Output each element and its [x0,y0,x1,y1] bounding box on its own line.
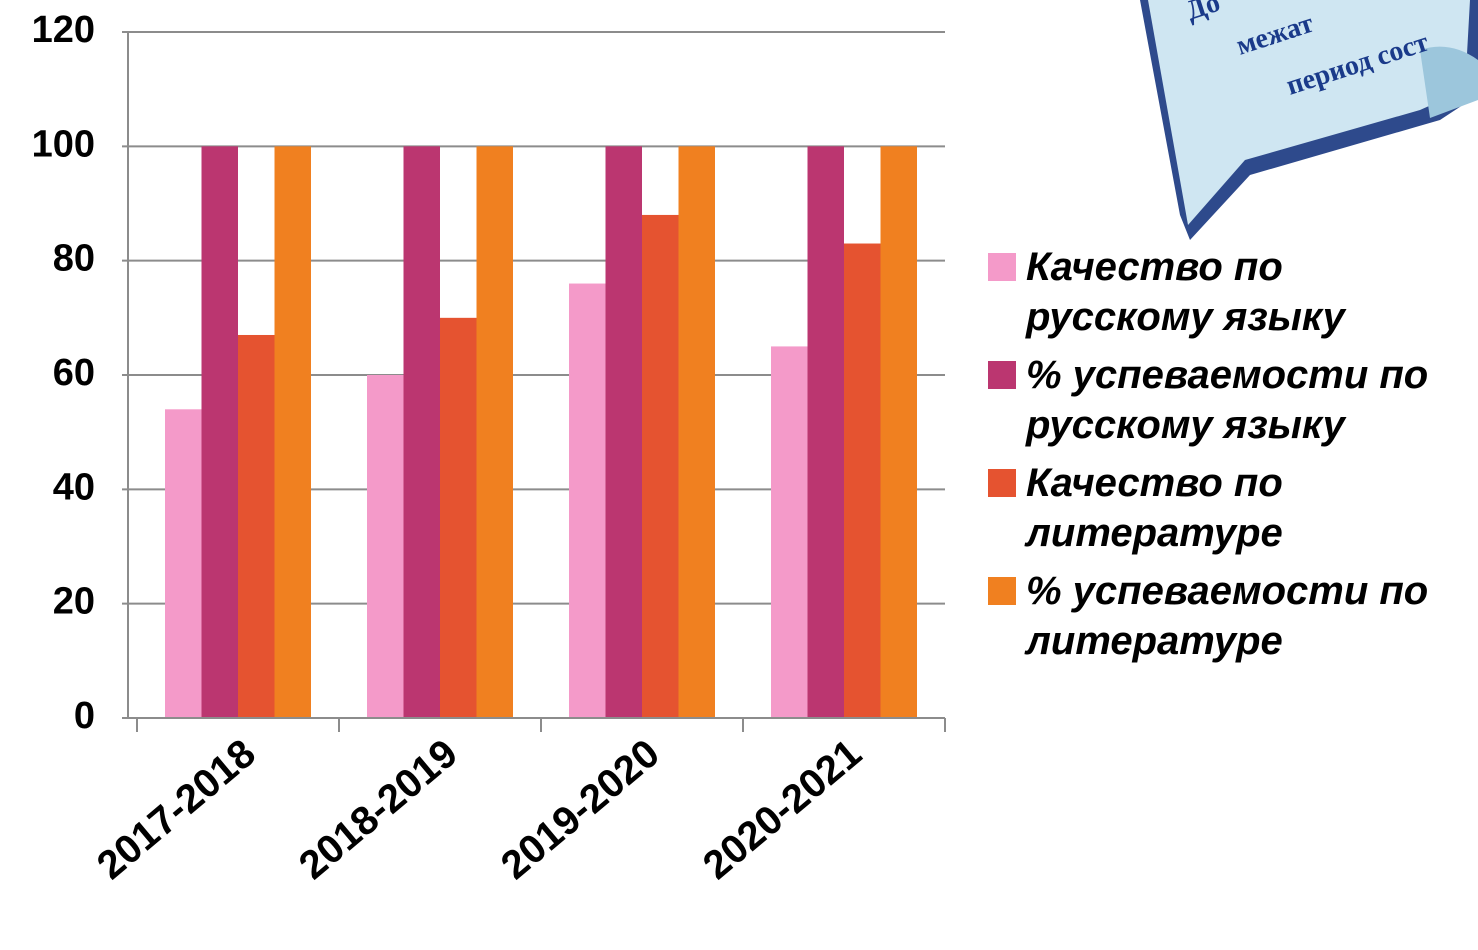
bar [679,146,716,718]
bar [202,146,239,718]
y-tick-label: 40 [53,466,95,508]
bar [771,346,808,718]
bar [275,146,312,718]
bar [404,146,441,718]
bar [808,146,845,718]
bar [881,146,918,718]
bar [367,375,404,718]
x-tick-label: 2020-2021 [695,731,870,888]
legend-label: % успеваемости по русскому языку [1026,350,1468,450]
bar [165,409,202,718]
legend-label: Качество по русскому языку [1026,242,1468,342]
legend-item: Качество по русскому языку [988,242,1468,342]
legend-item: Качество по литературе [988,458,1468,558]
legend-item: % успеваемости по русскому языку [988,350,1468,450]
bar [569,284,606,718]
bar [606,146,643,718]
y-tick-label: 60 [53,352,95,394]
page: {"chart_data": {"type": "bar", "categori… [0,0,1478,950]
x-tick-label: 2019-2020 [493,731,668,888]
x-tick-label: 2018-2019 [291,731,466,888]
legend-swatch [988,361,1016,389]
bar [642,215,679,718]
legend: Качество по русскому языку% успеваемости… [988,242,1468,674]
y-tick-label: 20 [53,581,95,623]
bar [238,335,275,718]
x-tick-label: 2017-2018 [89,731,264,888]
legend-swatch [988,469,1016,497]
legend-label: Качество по литературе [1026,458,1468,558]
bar [440,318,477,718]
legend-label: % успеваемости по литературе [1026,566,1468,666]
legend-swatch [988,577,1016,605]
y-tick-label: 80 [53,238,95,280]
book-page-fold [1420,47,1478,118]
y-tick-label: 100 [32,123,95,165]
bar [844,244,881,718]
legend-item: % успеваемости по литературе [988,566,1468,666]
bar [477,146,514,718]
legend-swatch [988,253,1016,281]
y-tick-label: 120 [32,9,95,51]
y-tick-label: 0 [74,695,95,737]
